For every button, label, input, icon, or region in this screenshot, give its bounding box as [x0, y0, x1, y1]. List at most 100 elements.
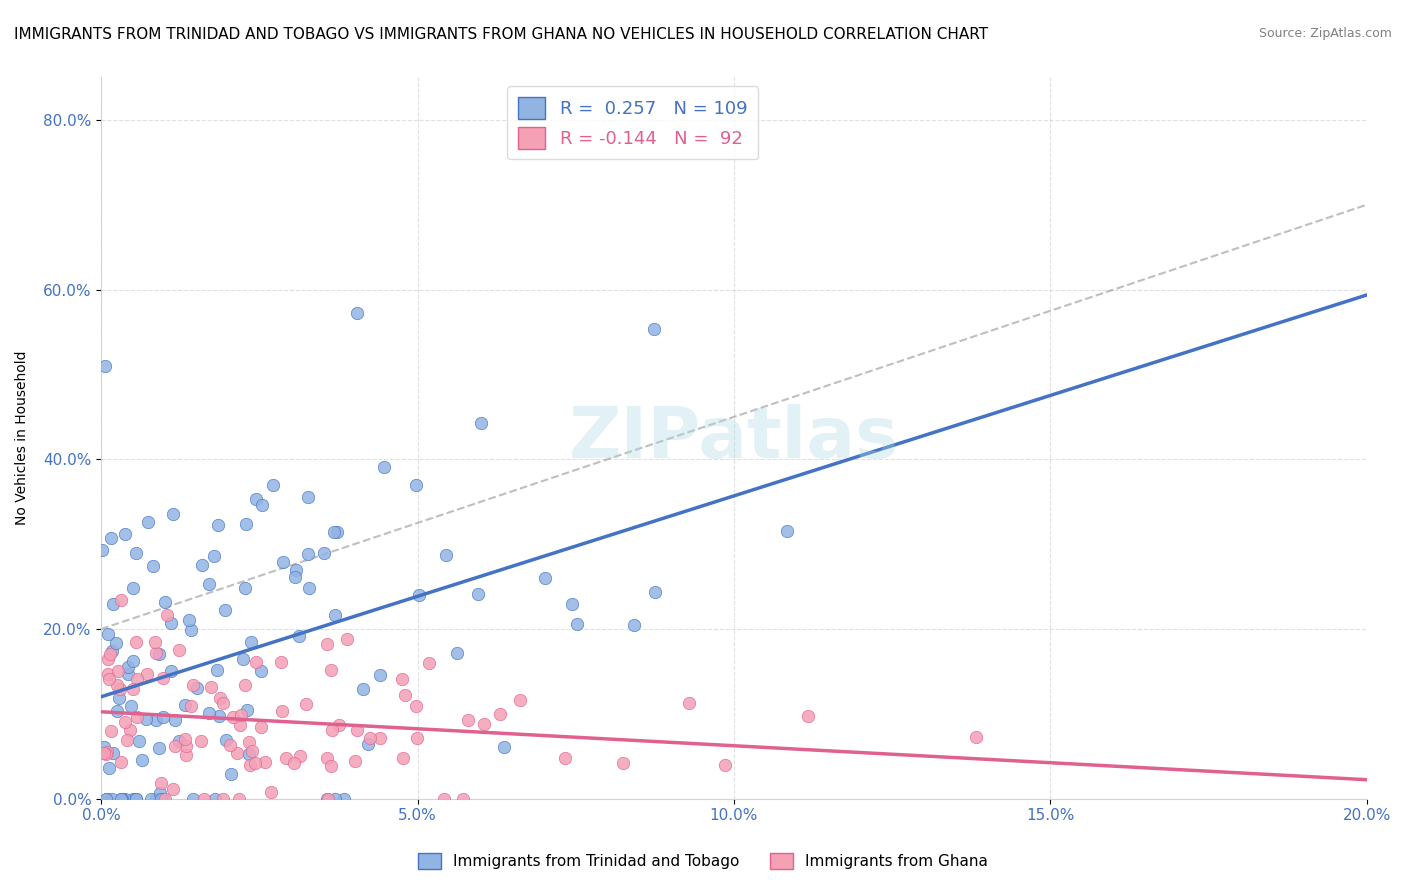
Point — [114, 527, 136, 541]
Point — [204, 791, 226, 805]
Point — [125, 546, 148, 560]
Point — [612, 756, 634, 771]
Text: ZIPatlas: ZIPatlas — [569, 403, 898, 473]
Point — [186, 681, 208, 695]
Point — [93, 739, 115, 754]
Point — [457, 713, 479, 727]
Point — [405, 478, 427, 492]
Point — [321, 663, 343, 677]
Point — [98, 672, 121, 686]
Point — [105, 678, 128, 692]
Point — [433, 791, 456, 805]
Point — [97, 652, 120, 666]
Point — [120, 698, 142, 713]
Point — [312, 546, 335, 560]
Point — [214, 603, 236, 617]
Point — [323, 791, 346, 805]
Point — [103, 746, 125, 760]
Point — [96, 791, 118, 805]
Point — [165, 739, 187, 753]
Point — [283, 756, 305, 771]
Point — [488, 707, 510, 722]
Point — [155, 791, 177, 805]
Point — [326, 524, 349, 539]
Point — [344, 754, 367, 768]
Point — [114, 791, 136, 805]
Point — [108, 682, 131, 697]
Point — [467, 587, 489, 601]
Point — [143, 634, 166, 648]
Point — [97, 627, 120, 641]
Point — [98, 647, 121, 661]
Point — [323, 524, 346, 539]
Point — [125, 791, 148, 805]
Point — [232, 651, 254, 665]
Point — [359, 731, 381, 745]
Point — [122, 681, 145, 696]
Point — [346, 306, 368, 320]
Point — [141, 791, 163, 805]
Point — [644, 585, 666, 599]
Point — [218, 738, 240, 752]
Point — [776, 524, 799, 539]
Point — [319, 759, 342, 773]
Point — [108, 690, 131, 705]
Point — [797, 709, 820, 723]
Point — [94, 359, 117, 373]
Point — [321, 723, 343, 738]
Point — [346, 723, 368, 738]
Point — [124, 791, 146, 805]
Point — [212, 791, 235, 805]
Point — [451, 791, 474, 805]
Point — [162, 508, 184, 522]
Point — [207, 518, 229, 533]
Point — [121, 791, 143, 805]
Point — [287, 629, 309, 643]
Point — [235, 703, 257, 717]
Point — [250, 498, 273, 512]
Point — [162, 782, 184, 797]
Point — [418, 656, 440, 670]
Point — [222, 710, 245, 724]
Point — [191, 558, 214, 572]
Point — [127, 673, 149, 687]
Point — [233, 678, 256, 692]
Point — [110, 592, 132, 607]
Point — [174, 739, 197, 754]
Point — [271, 704, 294, 718]
Point — [245, 655, 267, 669]
Point — [405, 731, 427, 745]
Point — [434, 549, 457, 563]
Point — [100, 791, 122, 805]
Point — [239, 758, 262, 772]
Point — [295, 698, 318, 712]
Point — [145, 791, 167, 805]
Point — [394, 688, 416, 702]
Point — [408, 589, 430, 603]
Point — [221, 766, 243, 780]
Point — [298, 581, 321, 595]
Point — [135, 712, 157, 726]
Point — [153, 595, 176, 609]
Point — [368, 731, 391, 745]
Point — [567, 616, 589, 631]
Point — [276, 751, 298, 765]
Point — [97, 666, 120, 681]
Point — [114, 714, 136, 729]
Point — [118, 723, 141, 738]
Point — [368, 668, 391, 682]
Point — [94, 747, 117, 761]
Point — [111, 791, 134, 805]
Point — [714, 757, 737, 772]
Point — [97, 761, 120, 775]
Point — [180, 698, 202, 713]
Point — [250, 720, 273, 734]
Point — [152, 671, 174, 685]
Point — [233, 582, 256, 596]
Point — [96, 745, 118, 759]
Point — [198, 706, 221, 720]
Text: Source: ZipAtlas.com: Source: ZipAtlas.com — [1258, 27, 1392, 40]
Point — [323, 607, 346, 622]
Point — [100, 531, 122, 545]
Point — [316, 791, 339, 805]
